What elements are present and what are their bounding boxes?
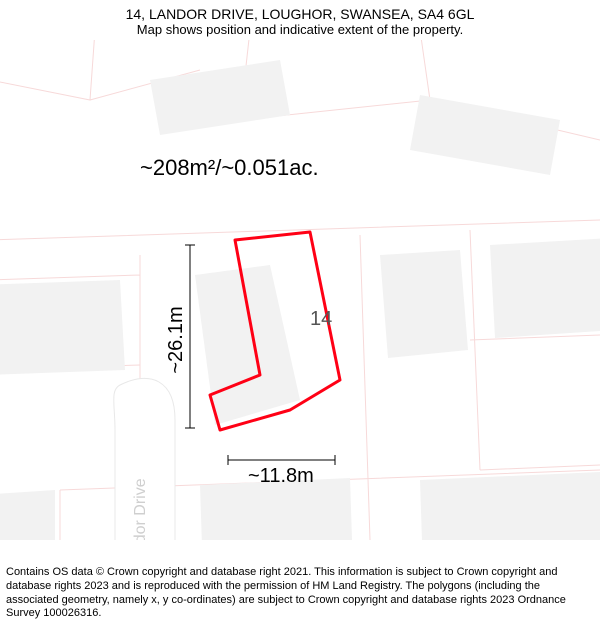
page-title: 14, LANDOR DRIVE, LOUGHOR, SWANSEA, SA4 …: [0, 0, 600, 22]
svg-text:~11.8m: ~11.8m: [248, 465, 314, 487]
map-canvas: Landor Drive 14 ~208m²/~0.051ac. ~26.1m ~11.…: [0, 40, 600, 540]
svg-text:~208m²/~0.051ac.: ~208m²/~0.051ac.: [140, 155, 319, 180]
page-container: 14, LANDOR DRIVE, LOUGHOR, SWANSEA, SA4 …: [0, 0, 600, 625]
map-svg: Landor Drive 14 ~208m²/~0.051ac. ~26.1m ~11.…: [0, 40, 600, 540]
svg-text:14: 14: [310, 308, 332, 330]
svg-text:Landor Drive: Landor Drive: [132, 478, 149, 540]
svg-text:~26.1m: ~26.1m: [165, 306, 187, 373]
copyright-footer: Contains OS data © Crown copyright and d…: [6, 566, 594, 621]
page-subtitle: Map shows position and indicative extent…: [0, 22, 600, 37]
